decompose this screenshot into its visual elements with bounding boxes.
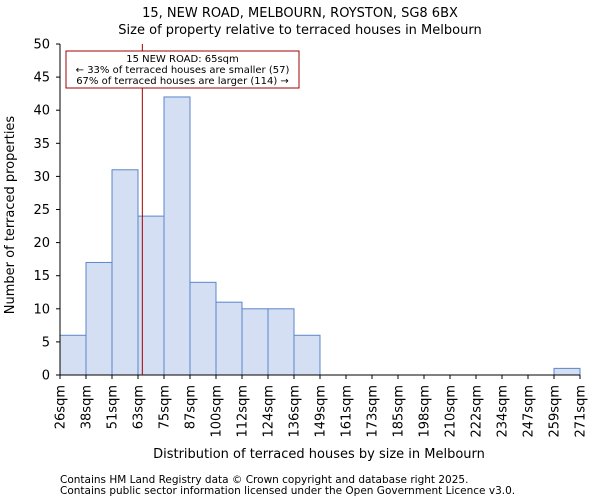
annotation-line-1: 15 NEW ROAD: 65sqm	[126, 54, 239, 65]
x-tick-label: 271sqm	[574, 385, 589, 438]
x-tick-label: 38sqm	[80, 385, 95, 429]
x-axis-label: Distribution of terraced houses by size …	[153, 447, 485, 462]
annotation-line-2: ← 33% of terraced houses are smaller (57…	[76, 65, 290, 76]
x-tick-label: 149sqm	[314, 385, 329, 438]
y-tick-label: 5	[42, 335, 50, 350]
x-tick-label: 112sqm	[236, 385, 251, 438]
x-tick-label: 63sqm	[132, 385, 147, 429]
x-tick-label: 51sqm	[106, 385, 121, 429]
annotation-line-3: 67% of terraced houses are larger (114) …	[76, 76, 289, 87]
y-tick-label: 20	[33, 236, 50, 251]
x-tick-label: 185sqm	[392, 385, 407, 438]
property-marker: 15 NEW ROAD: 65sqm← 33% of terraced hous…	[65, 44, 300, 375]
bar-38sqm	[85, 261, 113, 376]
x-tick-label: 136sqm	[288, 385, 303, 438]
bar-26sqm	[59, 334, 87, 376]
bar-124sqm	[267, 308, 295, 376]
x-tick-label: 222sqm	[470, 385, 485, 438]
y-ticks: 0 5 10 15 20 25 30 35 40 45 50	[33, 38, 60, 384]
y-tick-label: 30	[33, 170, 50, 185]
footer-line-2: Contains public sector information licen…	[60, 485, 515, 497]
x-tick-label: 100sqm	[210, 385, 225, 438]
annotation-box	[65, 50, 300, 89]
x-tick-label: 87sqm	[184, 385, 199, 429]
y-axis-label: Number of terraced properties	[3, 116, 18, 315]
y-tick-label: 35	[33, 137, 50, 152]
x-ticks: 26sqm 38sqm 51sqm 63sqm 75sqm 87sqm 100sqm 112s…	[54, 375, 589, 438]
x-tick-label: 173sqm	[366, 385, 381, 438]
footer-line-1: Contains HM Land Registry data © Crown c…	[60, 474, 468, 486]
chart-subtitle: Size of property relative to terraced ho…	[118, 23, 481, 38]
x-tick-label: 161sqm	[340, 385, 355, 438]
y-tick-label: 25	[33, 203, 50, 218]
chart-title: 15, NEW ROAD, MELBOURN, ROYSTON, SG8 6BX	[142, 6, 458, 21]
bar-136sqm	[293, 334, 321, 376]
x-tick-label: 26sqm	[54, 385, 69, 429]
x-tick-label: 124sqm	[262, 385, 277, 438]
bar-87sqm	[189, 281, 217, 376]
y-tick-label: 40	[33, 104, 50, 119]
x-tick-label: 247sqm	[522, 385, 537, 438]
y-tick-label: 10	[33, 302, 50, 317]
y-tick-label: 45	[33, 71, 50, 86]
bar-259sqm	[553, 367, 581, 376]
y-tick-label: 50	[33, 38, 50, 53]
bar-75sqm	[163, 96, 191, 376]
x-tick-label: 210sqm	[444, 385, 459, 438]
bar-100sqm	[215, 301, 243, 376]
bar-51sqm	[111, 169, 139, 376]
y-tick-label: 0	[42, 369, 50, 384]
bar-112sqm	[241, 308, 269, 376]
x-tick-label: 234sqm	[496, 385, 511, 438]
x-tick-label: 198sqm	[418, 385, 433, 438]
bars	[59, 96, 581, 376]
y-tick-label: 15	[33, 269, 50, 284]
x-tick-label: 259sqm	[548, 385, 563, 438]
x-tick-label: 75sqm	[158, 385, 173, 429]
